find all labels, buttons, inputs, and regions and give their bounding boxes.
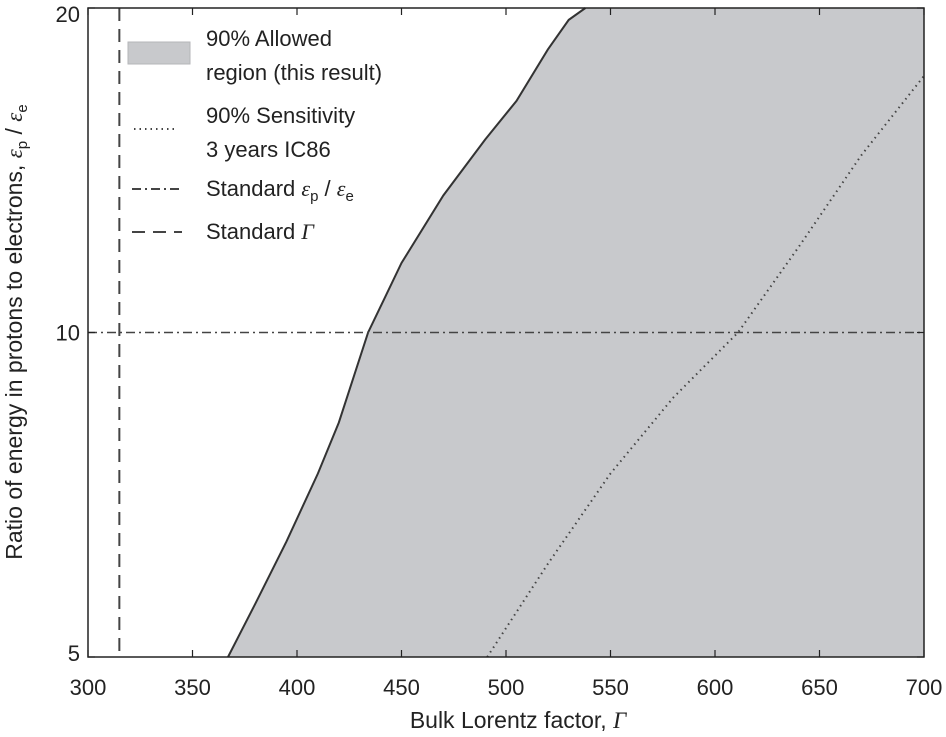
x-axis-title-symbol: Γ [612, 708, 627, 733]
tick-layer: 300 350 400 450 500 550 600 650 700 5 10 20 [56, 2, 943, 700]
y-axis-title-sub-p: p [14, 141, 31, 149]
x-tick-label-300: 300 [70, 675, 107, 700]
legend-label-std-ratio-text: Standard [206, 176, 301, 201]
legend-label-sensitivity-line1: 90% Sensitivity [206, 103, 355, 128]
y-axis-title-symbol-e: ε [2, 112, 27, 122]
y-tick-label-20: 20 [56, 2, 80, 27]
x-tick-label-650: 650 [801, 675, 838, 700]
x-axis-title-text: Bulk Lorentz factor, [410, 707, 613, 733]
x-tick-label-450: 450 [383, 675, 420, 700]
x-tick-label-550: 550 [592, 675, 629, 700]
y-tick-label-10: 10 [56, 321, 80, 346]
legend-swatch-allowed [127, 41, 191, 65]
legend: 90% Allowed region (this result) 90% Sen… [127, 26, 382, 244]
y-axis-title-sep: / [1, 122, 27, 141]
allowed-region-boundary [227, 7, 586, 658]
y-tick-label-5: 5 [68, 641, 80, 666]
legend-label-std-ratio-symbol-p: ε [301, 176, 310, 201]
x-tick-label-400: 400 [279, 675, 316, 700]
x-axis-title: Bulk Lorentz factor, Γ [410, 707, 627, 733]
legend-label-std-gamma-symbol: Γ [300, 219, 315, 244]
y-axis-title-symbol-p: ε [2, 148, 27, 158]
legend-label-std-ratio-symbol-e: ε [337, 176, 346, 201]
legend-label-std-gamma-text: Standard [206, 219, 301, 244]
legend-label-std-ratio: Standard εp / εe [206, 176, 354, 205]
y-axis-title-sub-e: e [14, 104, 31, 112]
y-axis-title-text: Ratio of energy in protons to electrons, [1, 158, 27, 559]
legend-label-std-gamma: Standard Γ [206, 219, 315, 244]
legend-label-allowed-line2: region (this result) [206, 60, 382, 85]
x-tick-label-350: 350 [174, 675, 211, 700]
reference-lines-layer [88, 8, 925, 658]
legend-label-std-ratio-sub-p: p [310, 188, 318, 205]
y-axis-title: Ratio of energy in protons to electrons,… [1, 104, 31, 559]
x-tick-label-700: 700 [906, 675, 943, 700]
x-tick-label-500: 500 [488, 675, 525, 700]
legend-label-std-ratio-sep: / [318, 176, 336, 201]
legend-label-sensitivity-line2: 3 years IC86 [206, 137, 331, 162]
x-tick-label-600: 600 [697, 675, 734, 700]
legend-label-allowed-line1: 90% Allowed [206, 26, 332, 51]
legend-label-std-ratio-sub-e: e [345, 188, 353, 205]
